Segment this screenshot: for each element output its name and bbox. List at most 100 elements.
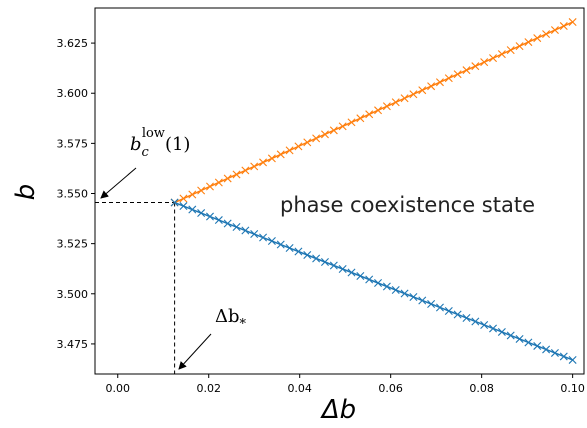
y-tick-label: 3.625	[57, 37, 89, 50]
data-point-marker	[400, 94, 409, 103]
data-point-marker	[329, 126, 338, 135]
data-point-marker	[382, 282, 391, 291]
data-point-marker	[267, 154, 276, 163]
data-point-marker	[409, 90, 418, 99]
data-point-marker	[453, 310, 462, 319]
data-point-marker	[347, 268, 356, 277]
data-point-marker	[568, 18, 577, 27]
y-tick-label: 3.550	[57, 188, 89, 201]
data-point-marker	[338, 122, 347, 131]
data-point-marker	[232, 170, 241, 179]
data-point-marker	[515, 42, 524, 51]
x-axis-label: Δb	[320, 395, 356, 425]
x-tick-label: 0.06	[378, 382, 403, 395]
x-tick-label: 0.10	[560, 382, 585, 395]
data-point-marker	[285, 146, 294, 155]
data-point-marker	[427, 299, 436, 308]
x-axis-ticks: 0.00 0.02 0.04 0.06 0.08 0.10	[105, 374, 585, 395]
b-low-label: bc low(1)	[130, 126, 190, 160]
data-point-marker	[232, 223, 241, 232]
y-axis-label: b	[11, 184, 41, 201]
delta-b-star-label: Δb*	[215, 306, 247, 332]
data-point-marker	[241, 226, 250, 235]
data-point-marker	[365, 110, 374, 119]
data-point-marker	[285, 244, 294, 252]
data-point-marker	[471, 317, 480, 326]
data-point-marker	[267, 237, 276, 246]
data-point-marker	[241, 166, 250, 175]
data-point-marker	[170, 198, 179, 207]
data-point-marker	[179, 194, 188, 203]
data-point-marker	[312, 134, 321, 143]
data-point-marker	[427, 82, 436, 91]
y-tick-label: 3.525	[57, 238, 89, 251]
data-point-marker	[214, 216, 223, 225]
data-point-marker	[205, 212, 214, 221]
data-point-marker	[374, 279, 383, 287]
data-point-marker	[435, 78, 444, 87]
data-point-marker	[444, 74, 453, 83]
b-low-sup: low	[142, 126, 165, 141]
data-point-marker	[506, 331, 515, 340]
data-point-marker	[409, 293, 418, 301]
data-point-marker	[294, 247, 303, 256]
data-point-marker	[497, 327, 506, 336]
data-point-marker	[453, 70, 462, 79]
y-tick-label: 3.600	[57, 87, 89, 100]
data-point-marker	[197, 186, 206, 195]
data-point-marker	[568, 355, 577, 364]
series-line	[174, 21, 573, 204]
y-tick-label: 3.575	[57, 137, 89, 150]
x-tick-label: 0.00	[105, 382, 130, 395]
series-0	[170, 18, 577, 207]
data-point-marker	[382, 102, 391, 111]
x-tick-label: 0.02	[196, 382, 221, 395]
data-point-marker	[462, 66, 471, 75]
data-point-marker	[250, 162, 259, 171]
data-point-marker	[471, 62, 480, 71]
data-point-marker	[391, 286, 400, 294]
data-point-marker	[391, 98, 400, 107]
data-point-marker	[550, 26, 559, 35]
data-point-marker	[197, 209, 206, 218]
data-point-marker	[533, 341, 542, 350]
data-point-marker	[312, 254, 321, 263]
data-point-marker	[347, 118, 356, 127]
data-point-marker	[259, 233, 268, 242]
y-tick-label: 3.500	[57, 288, 89, 301]
plot-frame	[94, 7, 585, 375]
data-point-marker	[356, 114, 365, 123]
data-point-marker	[533, 34, 542, 43]
data-point-marker	[250, 230, 259, 239]
data-point-marker	[329, 261, 338, 270]
data-point-marker	[480, 320, 489, 329]
delta-b-star-base: Δb	[215, 306, 240, 327]
x-tick-label: 0.04	[287, 382, 312, 395]
data-point-marker	[188, 205, 197, 214]
data-point-marker	[276, 240, 285, 249]
data-point-marker	[462, 313, 471, 322]
data-point-marker	[489, 324, 498, 333]
data-point-marker	[515, 334, 524, 343]
x-tick-label: 0.08	[469, 382, 494, 395]
data-point-marker	[356, 272, 365, 280]
data-point-marker	[338, 265, 347, 273]
data-point-marker	[320, 130, 329, 139]
data-point-marker	[188, 190, 197, 199]
data-point-marker	[542, 30, 551, 39]
data-point-marker	[179, 202, 188, 211]
data-point-marker	[205, 182, 214, 191]
series-1	[170, 198, 577, 364]
data-point-marker	[444, 306, 453, 315]
data-point-marker	[303, 138, 312, 147]
data-point-marker	[223, 174, 232, 183]
data-point-marker	[480, 58, 489, 67]
data-point-marker	[524, 38, 533, 47]
b-low-base: b	[130, 134, 142, 155]
data-point-marker	[374, 106, 383, 115]
data-point-marker	[550, 348, 559, 357]
data-point-marker	[214, 178, 223, 187]
data-point-marker	[559, 22, 568, 31]
data-point-marker	[223, 219, 232, 228]
